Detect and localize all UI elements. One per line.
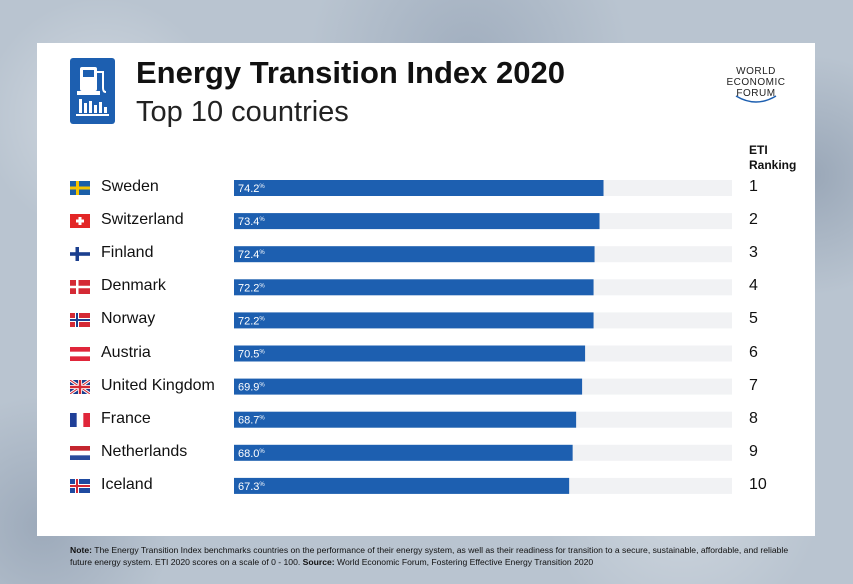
logo-line: FORUM — [736, 88, 776, 99]
country-name: Switzerland — [101, 211, 184, 229]
france-flag-icon — [70, 412, 90, 427]
bar-value-label: 73.4% — [238, 216, 265, 228]
rank-value: 10 — [749, 475, 767, 493]
bar-value-label: 74.2% — [238, 183, 265, 195]
bar-value-label: 72.2% — [238, 315, 265, 327]
rank-value: 9 — [749, 442, 758, 460]
wef-logo: WORLD ECONOMIC FORUM — [716, 66, 796, 110]
rank-value: 5 — [749, 310, 758, 328]
rank-header-line: ETI — [749, 143, 768, 157]
iceland-flag-icon — [70, 478, 90, 493]
logo-line: WORLD — [736, 66, 776, 77]
bar-value-unit: % — [259, 449, 265, 455]
country-name: Finland — [101, 244, 154, 262]
rank-value: 4 — [749, 277, 758, 295]
bar-value-unit: % — [259, 184, 265, 190]
bar-value-unit: % — [259, 316, 265, 322]
footnote: Note: The Energy Transition Index benchm… — [70, 545, 810, 568]
bar-value-label: 68.7% — [238, 415, 265, 427]
bar-finland — [234, 246, 595, 263]
note-label: Note: — [70, 545, 92, 555]
bar-value-unit: % — [259, 482, 265, 488]
country-name: Norway — [101, 310, 156, 328]
bar-norway — [234, 312, 594, 329]
rank-value: 8 — [749, 409, 758, 427]
energy-pump-icon — [70, 58, 115, 124]
bar-value-unit: % — [259, 250, 265, 256]
rank-value: 2 — [749, 211, 758, 229]
rank-value: 7 — [749, 376, 758, 394]
source-label: Source: — [302, 556, 335, 567]
rank-value: 1 — [749, 178, 758, 195]
finland-flag-icon — [70, 247, 90, 262]
bar-value-unit: % — [259, 416, 265, 422]
rank-value: 3 — [749, 244, 758, 262]
bar-netherlands — [234, 444, 573, 461]
country-name: Netherlands — [101, 442, 188, 460]
bar-austria — [234, 345, 586, 362]
bar-denmark — [234, 279, 594, 296]
austria-flag-icon — [70, 346, 90, 361]
bar-value-unit: % — [259, 350, 265, 356]
denmark-flag-icon — [70, 280, 90, 295]
country-name: France — [101, 409, 151, 427]
bar-sweden — [234, 180, 604, 196]
bar-value-label: 68.0% — [238, 448, 265, 460]
bar-value-label: 69.9% — [238, 382, 265, 394]
rank-header-line: Ranking — [749, 158, 797, 172]
united-kingdom-flag-icon — [69, 378, 91, 395]
country-name: Iceland — [101, 475, 153, 493]
bar-value-unit: % — [259, 217, 265, 223]
bar-value-label: 67.3% — [238, 481, 265, 493]
bar-value-unit: % — [259, 283, 265, 289]
country-name: Sweden — [101, 178, 159, 195]
bar-iceland — [234, 477, 570, 494]
bar-value-label: 70.5% — [238, 349, 265, 361]
source-text: World Economic Forum, Fostering Effectiv… — [337, 556, 594, 567]
logo-arc-icon — [735, 95, 777, 103]
rank-column-header: ETI Ranking — [749, 143, 809, 173]
bar-france — [234, 411, 577, 428]
logo-line: ECONOMIC — [726, 77, 786, 88]
country-name: Austria — [101, 343, 151, 361]
page-title: Energy Transition Index 2020 — [136, 55, 565, 90]
country-name: United Kingdom — [101, 376, 215, 394]
netherlands-flag-icon — [70, 445, 90, 460]
bar-united-kingdom — [234, 378, 583, 395]
norway-flag-icon — [70, 313, 90, 328]
country-name: Denmark — [101, 277, 166, 295]
bar-value-label: 72.4% — [238, 249, 265, 261]
note-text: The Energy Transition Index benchmarks c… — [70, 545, 789, 567]
bar-value-unit: % — [259, 383, 265, 389]
bar-switzerland — [234, 213, 600, 230]
bar-value-label: 72.2% — [238, 282, 265, 294]
switzerland-flag-icon — [70, 214, 90, 229]
page-subtitle: Top 10 countries — [136, 96, 349, 128]
sweden-flag-icon — [70, 181, 90, 195]
rank-value: 6 — [749, 343, 758, 361]
